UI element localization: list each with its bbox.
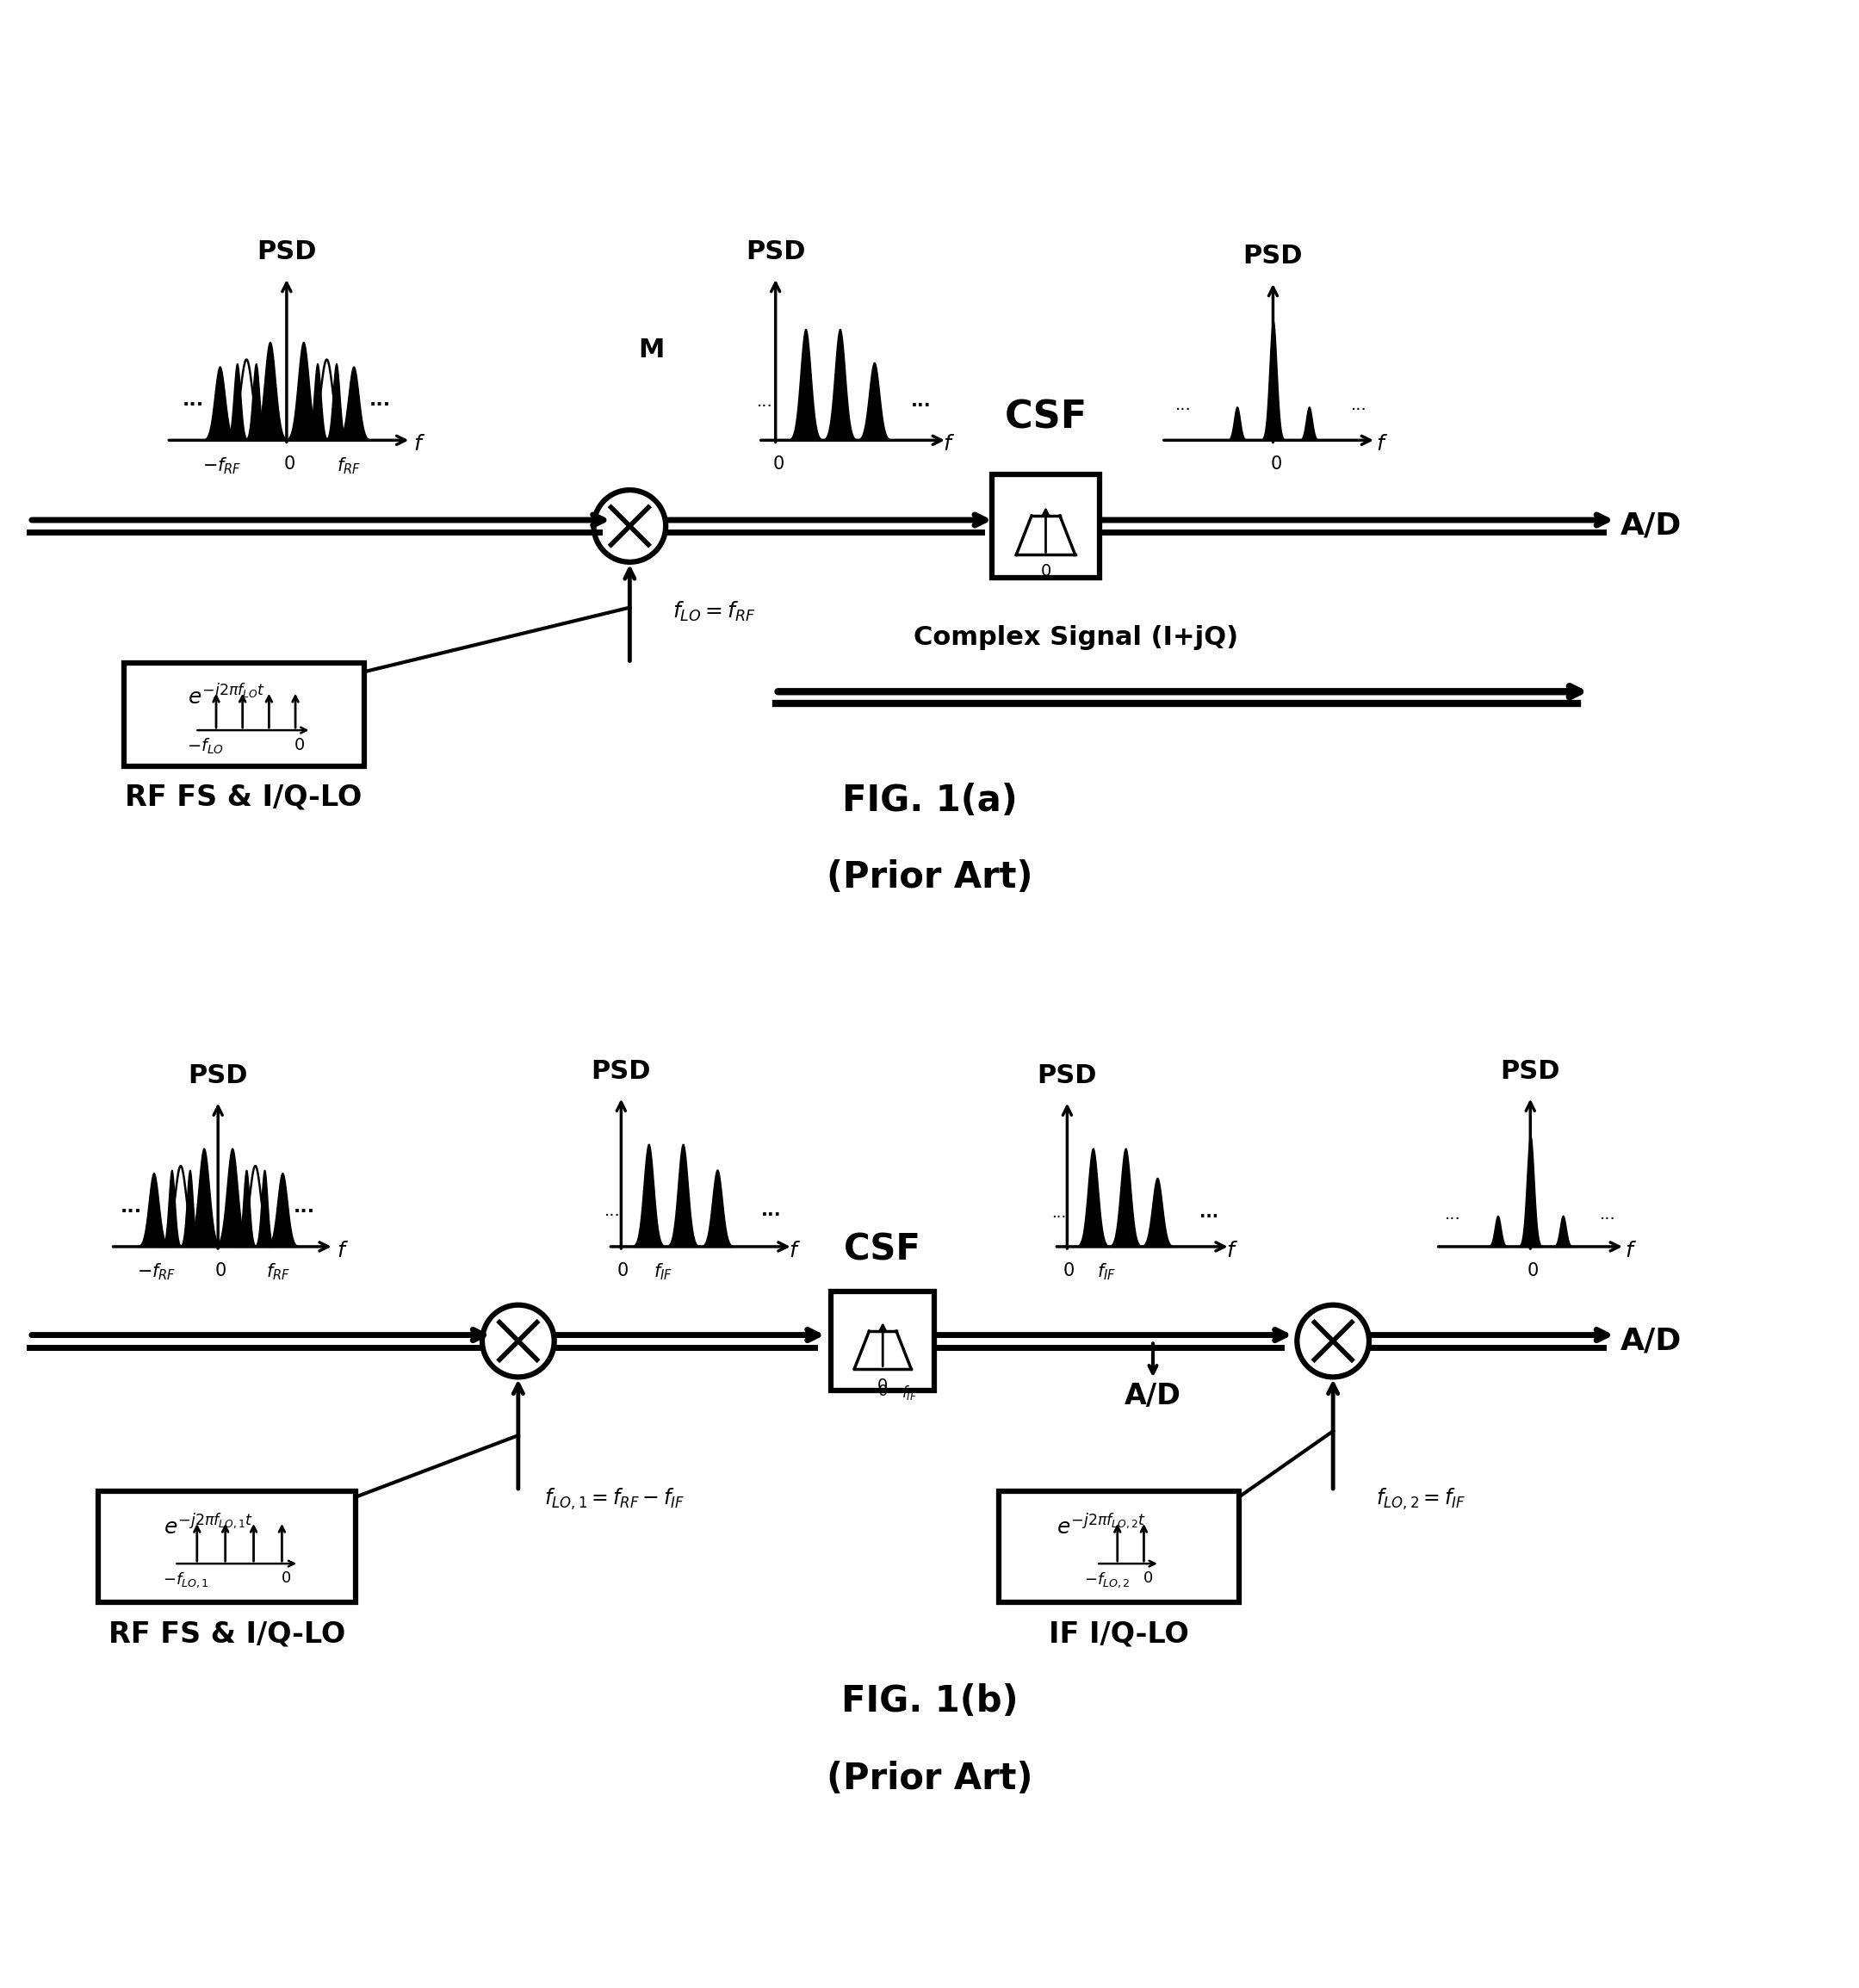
Text: $0$: $0$ [1270, 455, 1281, 473]
Text: ...: ... [1351, 398, 1366, 414]
Text: ...: ... [182, 392, 204, 410]
Text: $0$: $0$ [281, 1571, 292, 1586]
Text: $0$: $0$ [771, 455, 784, 473]
Text: 0: 0 [877, 1378, 889, 1394]
Text: $0$: $0$ [1063, 1262, 1075, 1280]
Text: M: M [638, 338, 664, 362]
Text: ...: ... [1050, 1205, 1065, 1221]
Text: PSD: PSD [591, 1060, 651, 1083]
Text: CSF: CSF [1004, 400, 1088, 435]
Text: $e^{-j2\pi f_{LO,1}t}$: $e^{-j2\pi f_{LO,1}t}$ [164, 1515, 253, 1539]
Text: RF FS & I/Q-LO: RF FS & I/Q-LO [125, 783, 363, 811]
Bar [993, 475, 1099, 577]
Text: $0$: $0$ [1143, 1571, 1153, 1586]
Text: IF I/Q-LO: IF I/Q-LO [1048, 1620, 1188, 1648]
Text: $f$: $f$ [1225, 1241, 1238, 1260]
Bar [99, 1491, 355, 1602]
Text: $-f_{LO,2}$: $-f_{LO,2}$ [1084, 1571, 1130, 1588]
Text: ...: ... [1599, 1207, 1615, 1223]
Text: Complex Signal (I+jQ): Complex Signal (I+jQ) [913, 624, 1238, 650]
Text: $f$: $f$ [1625, 1241, 1636, 1260]
Text: $f_{RF}$: $f_{RF}$ [266, 1262, 290, 1282]
Text: $f_{LO,2}=f_{IF}$: $f_{LO,2}=f_{IF}$ [1376, 1487, 1465, 1513]
Text: $0$: $0$ [283, 455, 296, 473]
Text: $f$: $f$ [336, 1241, 348, 1260]
Text: $-f_{RF}$: $-f_{RF}$ [203, 455, 242, 475]
Text: PSD: PSD [745, 239, 805, 264]
Text: CSF: CSF [844, 1233, 922, 1268]
Text: $e^{-j2\pi f_{LO}t}$: $e^{-j2\pi f_{LO}t}$ [188, 684, 266, 708]
Text: RF FS & I/Q-LO: RF FS & I/Q-LO [108, 1620, 346, 1648]
Text: PSD: PSD [188, 1064, 247, 1087]
Text: PSD: PSD [1500, 1060, 1560, 1083]
Text: (Prior Art): (Prior Art) [827, 1761, 1034, 1797]
Text: ...: ... [1175, 398, 1192, 414]
Text: ...: ... [294, 1199, 316, 1215]
Text: $f_{IF}$: $f_{IF}$ [902, 1384, 916, 1402]
Text: $f_{LO}=f_{RF}$: $f_{LO}=f_{RF}$ [673, 600, 757, 624]
Text: $0$: $0$ [294, 738, 305, 753]
Text: $-f_{LO}$: $-f_{LO}$ [188, 738, 225, 755]
Text: (Prior Art): (Prior Art) [827, 859, 1034, 897]
Text: PSD: PSD [1244, 245, 1303, 268]
Text: PSD: PSD [1037, 1064, 1097, 1087]
Text: ...: ... [1199, 1205, 1218, 1221]
Bar [831, 1292, 935, 1390]
Text: 0: 0 [877, 1384, 887, 1400]
Text: $-f_{LO,1}$: $-f_{LO,1}$ [162, 1571, 208, 1588]
Text: ...: ... [370, 392, 390, 410]
Text: ...: ... [1444, 1207, 1461, 1223]
Text: $-f_{RF}$: $-f_{RF}$ [138, 1262, 177, 1282]
Text: $0$: $0$ [214, 1262, 227, 1280]
Text: $f_{IF}$: $f_{IF}$ [654, 1262, 673, 1282]
Text: FIG. 1(b): FIG. 1(b) [842, 1684, 1019, 1720]
Text: $f_{LO,1}=f_{RF}-f_{IF}$: $f_{LO,1}=f_{RF}-f_{IF}$ [545, 1487, 684, 1513]
Text: ...: ... [604, 1203, 621, 1219]
Text: $f$: $f$ [788, 1241, 801, 1260]
Text: PSD: PSD [257, 239, 316, 264]
Text: ...: ... [911, 394, 931, 410]
Text: $0$: $0$ [617, 1262, 628, 1280]
Text: A/D: A/D [1621, 511, 1682, 541]
Text: $e^{-j2\pi f_{LO,2}t}$: $e^{-j2\pi f_{LO,2}t}$ [1058, 1515, 1147, 1539]
Text: $f_{IF}$: $f_{IF}$ [1097, 1262, 1117, 1282]
Text: $f$: $f$ [943, 433, 956, 455]
Text: A/D: A/D [1621, 1326, 1682, 1356]
Text: ...: ... [760, 1203, 781, 1219]
Text: ...: ... [757, 394, 773, 410]
Bar [125, 664, 364, 765]
Text: $f$: $f$ [1376, 433, 1389, 455]
Text: 0: 0 [1041, 563, 1050, 580]
Text: FIG. 1(a): FIG. 1(a) [842, 783, 1017, 819]
Text: ...: ... [121, 1199, 143, 1215]
Text: $0$: $0$ [1526, 1262, 1539, 1280]
Text: A/D: A/D [1125, 1382, 1180, 1411]
Text: $f$: $f$ [413, 433, 426, 455]
Text: $f_{RF}$: $f_{RF}$ [336, 455, 361, 475]
Bar [998, 1491, 1238, 1602]
